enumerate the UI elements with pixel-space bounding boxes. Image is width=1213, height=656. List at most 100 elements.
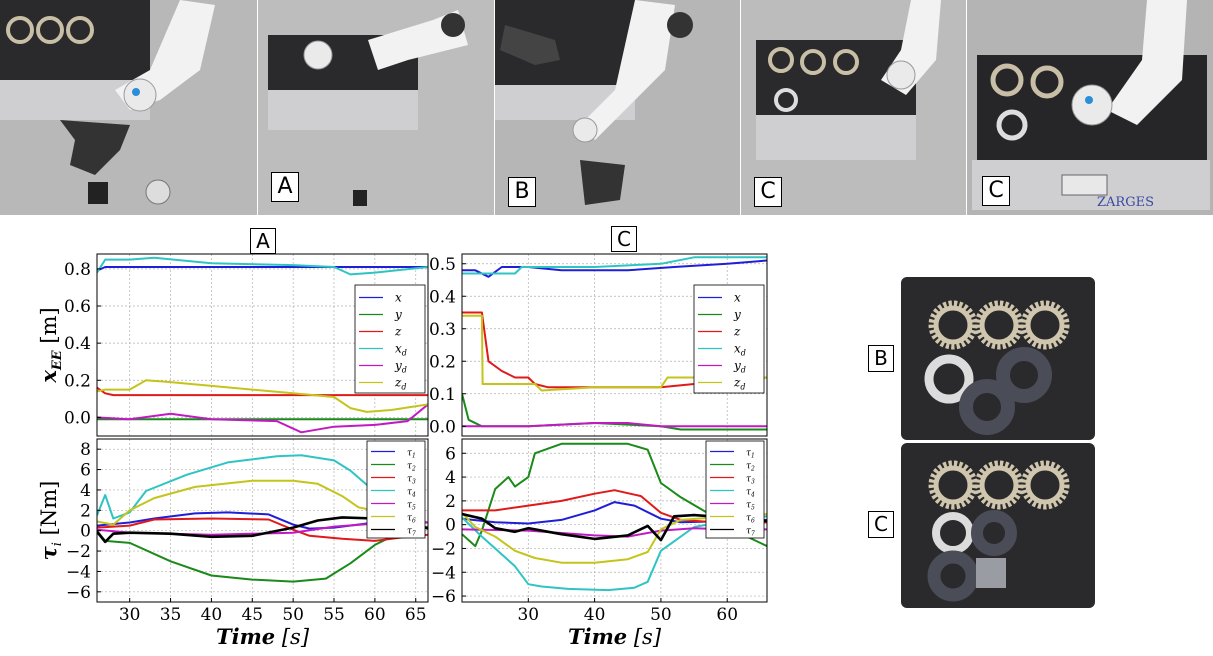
legend-box: [705, 440, 765, 539]
y-tick-label: 0: [80, 522, 91, 542]
x-tick-label: 65: [405, 605, 427, 625]
photo-4-robot-place: C: [741, 0, 966, 215]
legend-label-zd: τ6: [746, 514, 755, 525]
series-line-xd: [97, 454, 376, 520]
series-line-xd: [462, 256, 767, 275]
series-line-y: [97, 525, 428, 583]
legend-label-z: z: [733, 325, 741, 339]
photo-5-illustration: ZARGES: [967, 0, 1213, 215]
x-tick-label: 40: [201, 605, 223, 625]
y-tick-label: 0.4: [64, 334, 91, 354]
series-line-xd: [462, 515, 767, 592]
y-tick-label: 0.2: [64, 371, 91, 391]
y-tick-label: 8: [80, 440, 91, 460]
legend-label-xd: xd: [395, 342, 407, 358]
legend-label-z: τ3: [407, 475, 416, 486]
legend-label-zd: zd: [394, 376, 406, 392]
y-tick-label: 2: [80, 501, 91, 521]
y-tick-label: 0.2: [429, 352, 456, 372]
legend-label-x: τ1: [746, 449, 755, 460]
plot-frame: [461, 438, 768, 603]
legend-label-y: τ2: [407, 462, 416, 473]
series-line-z: [97, 517, 428, 542]
series-line-zd: [97, 379, 428, 413]
photo-1-illustration: [0, 0, 257, 215]
chart-panel-c-bottom: 6 4 2 0 −2 −4 −6 30 40 50 60 Time [s] τ1 τ2 τ3 τ4 τ5 τ6 τ7: [431, 438, 768, 649]
x-axis-label: Time [s]: [568, 624, 662, 649]
x-tick-label: 50: [282, 605, 304, 625]
y-tick-label: 0.3: [429, 320, 456, 340]
y-tick-label: −2: [431, 539, 456, 559]
y-tick-label: 0.0: [64, 408, 91, 428]
y-tick-label: 4: [445, 468, 456, 488]
box-photo-b: [901, 277, 1095, 440]
y-tick-label: −2: [66, 542, 91, 562]
photo-label-a: A: [271, 172, 299, 202]
photo-3-human-handover: B: [495, 0, 740, 215]
x-tick-label: 30: [119, 605, 141, 625]
y-tick-label: 2: [445, 492, 456, 512]
x-tick-label: 55: [323, 605, 345, 625]
x-tick-label: 50: [650, 605, 672, 625]
legend-label-y: y: [394, 308, 402, 322]
legend-label-zd: zd: [733, 376, 745, 392]
y-tick-label: −4: [431, 563, 456, 583]
series-line-t7: [462, 512, 767, 542]
legend-box: [693, 284, 765, 394]
photo-label-c: C: [754, 177, 782, 207]
legend-label-xd: τ4: [407, 488, 416, 499]
legend-label-yd: yd: [733, 359, 746, 375]
legend-label-x: τ1: [407, 449, 416, 460]
photo-label-c2: C: [982, 176, 1010, 206]
legend-label-x: x: [395, 291, 402, 305]
plot-frame: [96, 438, 429, 603]
series-line-yd: [462, 422, 767, 428]
y-tick-label: 6: [80, 461, 91, 481]
y-tick-label: 0.0: [429, 417, 456, 437]
photo-5-robot-place-zoom: ZARGES C: [967, 0, 1213, 215]
x-tick-label: 45: [241, 605, 263, 625]
y-tick-label: 0.8: [64, 260, 91, 280]
y-tick-label: −6: [431, 587, 456, 607]
legend-label-z: τ3: [746, 475, 755, 486]
legend-label-yd: yd: [394, 359, 407, 375]
legend-label-y: y: [733, 308, 741, 322]
series-line-x: [97, 266, 428, 272]
box-photo-c-illustration: [901, 443, 1095, 608]
series-line-yd: [97, 403, 428, 434]
y-tick-label: 0.4: [429, 287, 456, 307]
legend-label-yd: τ5: [746, 501, 755, 512]
legend-label-t7: τ7: [407, 527, 416, 538]
box-label-b: B: [868, 345, 894, 372]
panel-header-a: A: [250, 228, 276, 254]
legend-label-xd: τ4: [746, 488, 755, 499]
legend-box: [354, 284, 426, 394]
box-photo-c: [901, 443, 1095, 608]
legend-label-t7: τ7: [746, 527, 755, 538]
y-tick-label: 0.1: [429, 385, 456, 405]
legend-label-y: τ2: [746, 462, 755, 473]
plot-frame: [461, 253, 768, 437]
y-tick-label: 6: [445, 444, 456, 464]
y-tick-label: −6: [66, 583, 91, 603]
legend-label-yd: τ5: [407, 501, 416, 512]
plot-frame: [96, 253, 429, 437]
box-photo-b-illustration: [901, 277, 1095, 440]
y-tick-label: 0.5: [429, 255, 456, 275]
x-tick-label: 60: [364, 605, 386, 625]
x-tick-label: 40: [584, 605, 606, 625]
y-tick-label: 0.6: [64, 297, 91, 317]
legend-label-x: x: [734, 291, 741, 305]
y-tick-label: 0: [445, 516, 456, 536]
photo-2-robot-above-box: A: [258, 0, 494, 215]
y-tick-label: 4: [80, 481, 91, 501]
photo-1-robot-hand-grasp: [0, 0, 257, 215]
legend-label-z: z: [394, 325, 402, 339]
legend-box: [366, 440, 426, 539]
legend-label-xd: xd: [734, 342, 746, 358]
zarges-brand: ZARGES: [1097, 195, 1154, 210]
